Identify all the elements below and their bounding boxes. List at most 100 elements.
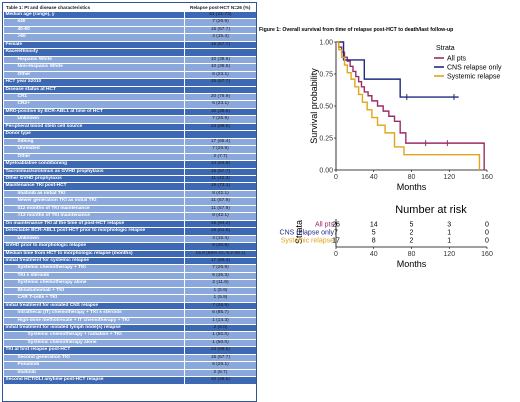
row-value: 11 (42.3) <box>184 175 256 184</box>
row-value: 2 (7.7) <box>184 153 256 162</box>
row-value: 4 (15.4) <box>184 33 256 42</box>
risk-table-strata-label: Strata <box>294 220 304 244</box>
x-tick-label: 40 <box>370 174 378 181</box>
table-row: High-dose methotrexate + IT chemotherapy… <box>3 317 256 326</box>
figure-title: Figure 1: Overall survival from time of … <box>259 27 454 33</box>
row-value: 15 (57.7) <box>184 168 256 177</box>
risk-x-tick-label: 40 <box>370 251 378 258</box>
row-value <box>184 130 256 139</box>
row-label: On maintenance TKI at the time of post-H… <box>3 220 185 229</box>
row-value: 6 (35.3) <box>184 272 256 281</box>
row-label: Disease status at HCT <box>3 86 185 95</box>
survival-curve <box>336 41 485 170</box>
row-value: 1 (14.3) <box>184 317 256 326</box>
table-row: Hispanic White 10 (38.5) <box>3 56 256 65</box>
risk-count: 5 <box>372 230 376 237</box>
legend-label: CNS relapse only <box>447 65 502 72</box>
row-label: Donor type <box>3 130 185 139</box>
table-body: Median age (range), y 51 (21-73) ≤40 7 (26.… <box>3 11 256 385</box>
x-tick-label: 80 <box>408 174 416 181</box>
row-value: 7 (26.9) <box>184 264 256 273</box>
table-row: GVHD prior to morphologic relapse 8 (30.8… <box>3 242 256 251</box>
risk-row-label: CNS relapse only <box>280 230 335 237</box>
table-row: Intrathecal (IT) chemotherapy + TKI ± st… <box>3 309 256 318</box>
table-row: >60 4 (15.4) <box>3 33 256 42</box>
row-value: 10 (38.5) <box>184 108 256 117</box>
risk-table-title: Number at risk <box>395 204 467 216</box>
row-value: 15 (57.7) <box>184 26 256 35</box>
row-value: 7 (26.9) <box>184 145 256 154</box>
row-label: Race/ethnicity <box>3 48 185 57</box>
y-tick-label: 0.50 <box>319 104 333 111</box>
row-value: 19 (73.1) <box>184 182 256 191</box>
row-label: Systemic chemotherapy alone <box>3 339 185 348</box>
table-row: Second HCT/DLI anytime post-HCT relapse 1… <box>3 376 256 385</box>
row-value: 23 (88.5) <box>184 123 256 132</box>
risk-row-label: Systemic relapse <box>281 238 334 245</box>
row-label: Median age (range), y <box>3 11 185 20</box>
row-label: Detectable BCR-ABL1 post-HCT prior to mo… <box>3 227 185 236</box>
row-value: 4 (15.4) <box>184 235 256 244</box>
row-value: 15 (57.7) <box>184 41 256 50</box>
row-value: 14 (53.8) <box>184 160 256 169</box>
table-row: Initial treatment for isolated lymph nod… <box>3 324 256 333</box>
row-label: Intrathecal (IT) chemotherapy + TKI ± st… <box>3 309 185 318</box>
table-row: Unknown 4 (15.4) <box>3 235 256 244</box>
table-row: Detectable BCR-ABL1 post-HCT prior to mo… <box>3 227 256 236</box>
table-row: Ponatinib 6 (26.1) <box>3 361 256 370</box>
chart-plot-area <box>336 41 485 170</box>
table-row: Maintenance TKI post-HCT 19 (73.1) <box>3 182 256 191</box>
row-value: 1 (5.9) <box>184 294 256 303</box>
chart-legend: Strata All pts CNS relapse only Systemic re… <box>434 45 502 81</box>
table-row: Myeloablative conditioning 14 (53.8) <box>3 160 256 169</box>
legend-title: Strata <box>436 45 455 52</box>
table-row: 40-60 15 (57.7) <box>3 26 256 35</box>
table-row: Newer generation TKI as initial TKI 11 (5… <box>3 197 256 206</box>
row-value: 16 (84.2) <box>184 220 256 229</box>
table-row: TKI at first relapse post-HCT 23 (88.5) <box>3 346 256 355</box>
table-row: Female 15 (57.7) <box>3 41 256 50</box>
row-value: 11 (57.9) <box>184 205 256 214</box>
row-value: 8 (30.8) <box>184 242 256 251</box>
row-value: 7 (26.9) <box>184 302 256 311</box>
row-label: Sibling <box>3 138 185 147</box>
row-value: 15 (57.7) <box>184 354 256 363</box>
table-row: Tacrolimus/sirolimus as GVHD prophylaxis… <box>3 168 256 177</box>
row-label: Ponatinib <box>3 361 185 370</box>
row-value <box>184 48 256 57</box>
row-label: TKI at first relapse post-HCT <box>3 346 185 355</box>
row-label: 40-60 <box>3 26 185 35</box>
table-row: Unknown 7 (26.9) <box>3 115 256 124</box>
row-label: Median time from HCT to morphologic rela… <box>3 250 185 258</box>
risk-row-label: All pts <box>315 222 335 229</box>
survival-chart: 0.000.250.500.751.000 40 80 120 160MonthsSur… <box>280 40 502 270</box>
row-label: ≤40 <box>3 18 185 27</box>
row-label: Systemic chemotherapy + TKI <box>3 264 185 273</box>
table-row: Unrelated 7 (26.9) <box>3 145 256 154</box>
risk-count: 0 <box>485 230 489 237</box>
row-label: Other GVHD prophylaxis <box>3 175 185 184</box>
y-tick-label: 0.00 <box>319 168 333 175</box>
row-label: >12 months of TKI maintenance <box>3 212 185 221</box>
row-label: TKI ± steroids <box>3 272 185 281</box>
row-value: 1 (50.0) <box>184 339 256 348</box>
risk-count: 0 <box>485 222 489 229</box>
row-label: MRD-positive by BCR-ABL1 at time of HCT <box>3 108 185 117</box>
row-label: Second HCT/DLI anytime post-HCT relapse <box>3 376 185 385</box>
row-label: Initial treatment for systemic relapse <box>3 257 185 266</box>
table-header-relapse: Relapse post-HCT N=26 (%) <box>184 3 256 12</box>
row-value: 16 (61.5) <box>184 227 256 236</box>
risk-x-axis-title: Months <box>397 259 427 269</box>
table-row: Other 6 (23.1) <box>3 71 256 80</box>
row-value: 10 (38.5) <box>184 376 256 385</box>
risk-x-tick-label: 80 <box>408 251 416 258</box>
risk-x-tick-label: 0 <box>334 251 338 258</box>
row-label: Myeloablative conditioning <box>3 160 185 169</box>
row-label: CR1 <box>3 93 185 102</box>
row-label: Unrelated <box>3 145 185 154</box>
row-value: 15.6 (95% CI, 9.2-28.1) <box>184 250 256 258</box>
table-row: TKI ± steroids 6 (35.3) <box>3 272 256 281</box>
row-value: 17 (65.4) <box>184 138 256 147</box>
row-value: 51 (21-73) <box>184 11 256 20</box>
